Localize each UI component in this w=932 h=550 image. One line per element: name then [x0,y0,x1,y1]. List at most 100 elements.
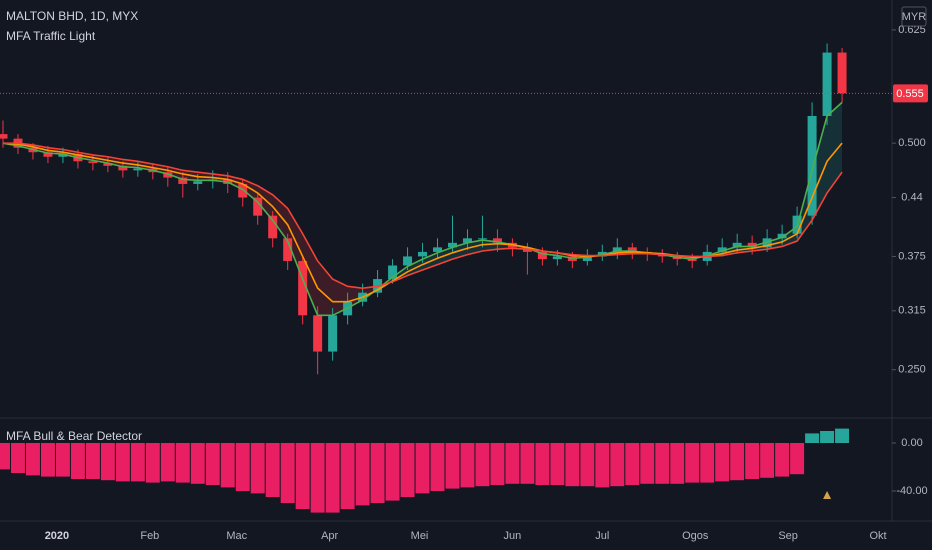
histogram-bar [430,443,445,491]
histogram-bar [280,443,295,503]
x-tick-label: Jun [504,530,522,542]
candle-body [687,259,697,261]
candle-body [492,238,502,243]
candle-body [777,233,787,239]
histogram-bar [100,443,115,481]
candle-body [283,238,293,261]
histogram-bar [415,443,430,494]
last-price-box [893,84,928,103]
histogram-bar [655,443,670,484]
candle-body [43,152,53,157]
candle-body [537,251,547,260]
histogram-bar [580,443,595,487]
histogram-bar [265,443,280,497]
candle-body [627,247,637,252]
candle-body [253,197,263,216]
candle-body [418,251,428,257]
histogram-bar [115,443,130,482]
histogram-bar [85,443,100,479]
histogram-bar [685,443,700,483]
histogram-bar [370,443,385,503]
histogram-bar [670,443,685,484]
axes: 0.625 0.500 0.44 0.375 0.315 0.250 0.555 2020 Fe… [45,24,928,542]
histogram-bar [715,443,730,482]
y-tick-label: 0.00 [901,437,922,449]
histogram-bar [700,443,715,483]
candle-body [58,154,68,157]
candle-body [268,215,278,239]
histogram-bar [535,443,550,485]
histogram-bar [25,443,40,476]
ma-line [2,142,843,289]
histogram-bar [790,443,805,475]
candle-body [582,256,592,261]
histogram-bar [835,428,850,443]
candle-body [0,134,8,139]
x-tick-label: Jul [595,530,609,542]
indicator-title: MFA Bull & Bear Detector [6,429,142,443]
candle-body [433,247,443,252]
signal-marker [823,491,832,499]
candle-body [837,52,847,94]
cloud [317,260,333,316]
histogram-bar [820,431,835,443]
candle-body [447,242,457,248]
price-pane [0,43,892,375]
histogram-bar [760,443,775,478]
candle-body [163,172,173,178]
candle-body [612,247,622,252]
cloud [257,185,273,221]
y-tick-label: 0.315 [898,305,926,317]
histogram-bar [355,443,370,506]
x-tick-label: Okt [869,530,886,542]
histogram-bar [805,433,820,443]
candle-body [552,256,562,260]
candle-body [88,161,98,164]
histogram-bar [220,443,235,488]
histogram-bar [70,443,85,479]
candle-body [193,181,203,184]
histogram-bar [595,443,610,488]
candle-body [118,165,128,171]
histogram-bar [340,443,355,509]
candle-body [762,238,772,248]
candle-body [328,315,338,352]
histogram-bar [235,443,250,491]
last-price-label: 0.555 [896,88,924,100]
cloud [272,194,288,242]
indicator-pane [0,428,850,513]
histogram-bar [610,443,625,487]
histogram-bar [40,443,55,477]
y-tick-label: -40.00 [896,485,927,497]
histogram-bar [190,443,205,484]
x-tick-label: Ogos [682,530,709,542]
cloud [407,259,423,276]
histogram-bar [565,443,580,487]
histogram-bar [625,443,640,485]
histogram-bar [160,443,175,482]
candle-body [298,260,308,316]
candle-body [103,163,113,166]
y-tick-label: 0.625 [898,24,926,36]
y-tick-label: 0.44 [901,191,922,203]
y-tick-label: 0.250 [898,364,926,376]
histogram-bar [385,443,400,501]
currency-box[interactable] [901,6,927,27]
y-tick-label: 0.375 [898,250,926,262]
x-tick-label: Feb [140,530,159,542]
histogram-bar [10,443,25,473]
x-tick-label: Mei [411,530,429,542]
candle-body [238,183,248,198]
x-tick-label: Apr [321,530,338,542]
x-tick-label: Mac [226,530,247,542]
candle-body [403,256,413,266]
histogram-bar [400,443,415,497]
candle-body [178,177,188,184]
candle-body [822,52,832,116]
currency: MYR [902,11,927,23]
candle-body [313,315,323,352]
histogram-bar [640,443,655,484]
histogram-bar [460,443,475,488]
indicator-name: MFA Traffic Light [6,29,96,43]
